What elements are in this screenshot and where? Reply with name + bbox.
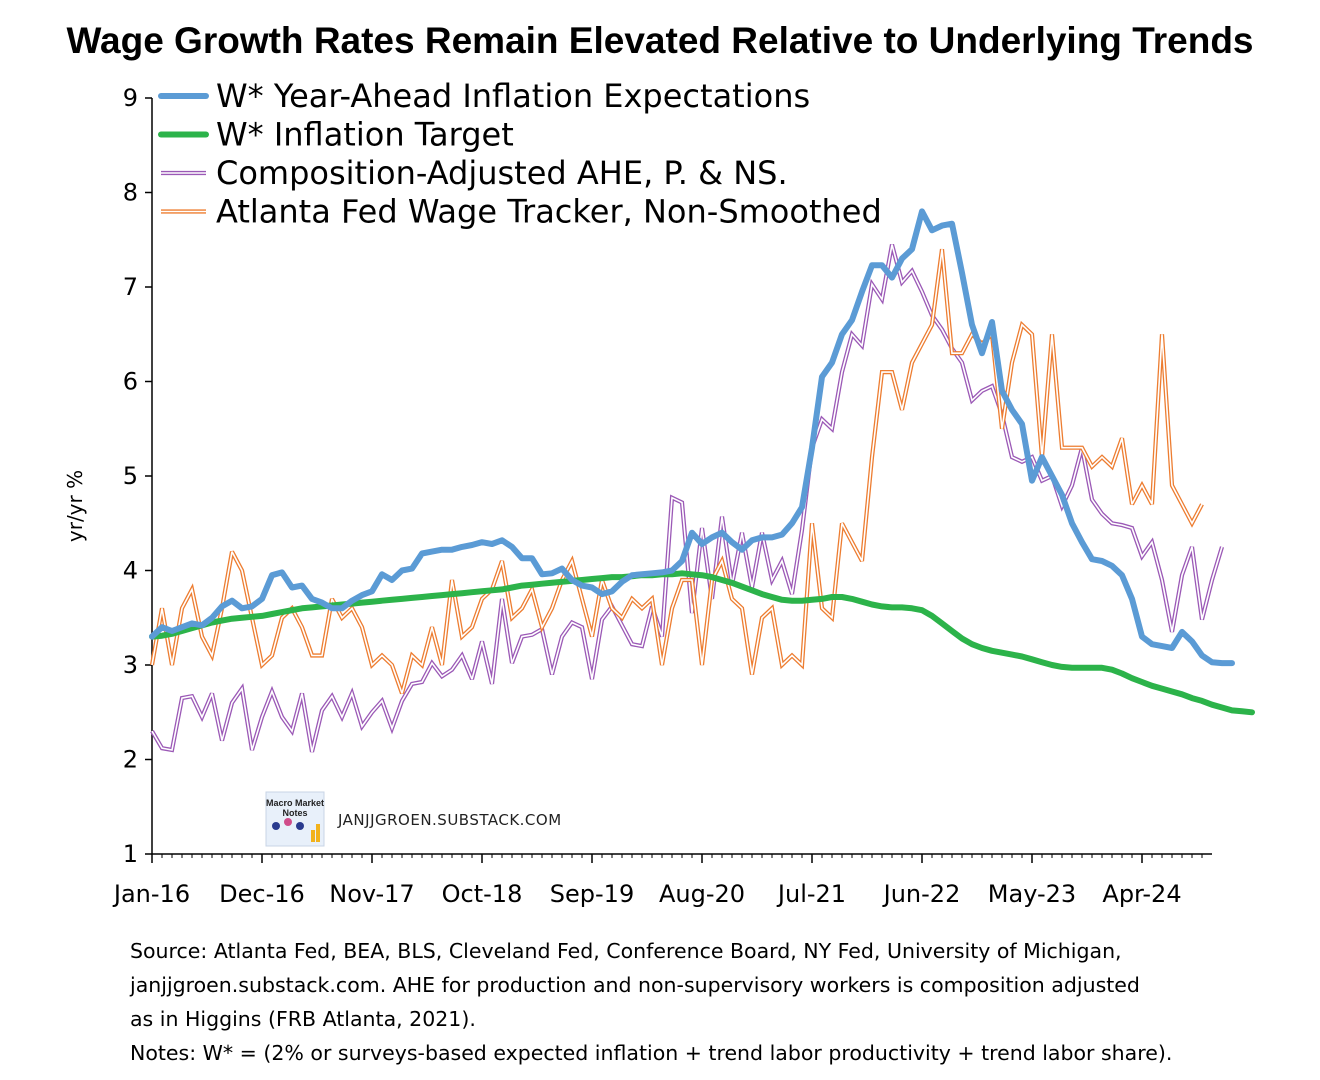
watermark-site: JANJJGROEN.SUBSTACK.COM (337, 811, 562, 829)
logo-bar-2 (316, 824, 320, 842)
x-tick-label: Nov-17 (329, 880, 414, 908)
x-tick-label: Oct-18 (442, 880, 523, 908)
chart-title: Wage Growth Rates Remain Elevated Relati… (66, 20, 1254, 61)
x-tick-label: Jun-22 (882, 880, 961, 908)
legend-label: Atlanta Fed Wage Tracker, Non-Smoothed (216, 193, 882, 231)
series-3 (150, 243, 1225, 753)
x-tick-label: Aug-20 (659, 880, 745, 908)
x-tick-label: Jan-16 (112, 880, 190, 908)
logo-text-top: Macro Market (266, 798, 324, 808)
y-tick-label: 9 (123, 84, 138, 112)
y-tick-label: 6 (123, 368, 138, 396)
series-4 (149, 248, 1204, 695)
legend-item-2: W* Inflation Target (158, 116, 514, 154)
legend-item-1: W* Year-Ahead Inflation Expectations (158, 77, 810, 115)
plot-area (149, 208, 1255, 753)
x-tick-label: Sep-19 (550, 880, 634, 908)
line-chart: 1 2 3 4 5 6 7 8 9 Jan-16 Dec-16 Nov-17 Oct-18 Sep-19 A… (63, 77, 1255, 908)
logo-bar-1 (311, 830, 315, 842)
y-tick-label: 8 (123, 179, 138, 207)
footnote-source-line-3: as in Higgins (FRB Atlanta, 2021). (130, 1007, 476, 1031)
x-tick-label: Jul-21 (776, 880, 846, 908)
y-tick-label: 7 (123, 273, 138, 301)
legend-item-4: Atlanta Fed Wage Tracker, Non-Smoothed (161, 193, 882, 231)
x-tick-label: Dec-16 (219, 880, 305, 908)
series-line-inner (151, 244, 1223, 753)
y-tick-label: 2 (123, 746, 138, 774)
x-tick-label: Apr-24 (1102, 880, 1181, 908)
series-line (149, 208, 1235, 667)
watermark: Macro Market Notes JANJJGROEN.SUBSTACK.C… (265, 791, 562, 847)
footnote-notes: Notes: W* = (2% or surveys-based expecte… (130, 1041, 1173, 1065)
logo-text-bottom: Notes (282, 808, 307, 818)
series-1 (149, 208, 1235, 667)
y-tick-label: 3 (123, 651, 138, 679)
axes: 1 2 3 4 5 6 7 8 9 Jan-16 Dec-16 Nov-17 Oct-18 Sep-19 A… (63, 84, 1212, 908)
series-line-outer (149, 248, 1204, 695)
y-tick-label: 5 (123, 462, 138, 490)
logo-figure-2 (284, 818, 292, 826)
logo-figure-3 (296, 822, 304, 830)
x-tick-label: May-23 (988, 880, 1076, 908)
legend-label: W* Inflation Target (216, 116, 514, 154)
y-tick-label: 1 (123, 840, 138, 868)
footnote-source-line-2: janjjgroen.substack.com. AHE for product… (130, 973, 1140, 997)
legend-item-3: Composition-Adjusted AHE, P. & NS. (161, 154, 788, 192)
footnote-source-line-1: Source: Atlanta Fed, BEA, BLS, Cleveland… (130, 939, 1122, 963)
chart-footnote: Source: Atlanta Fed, BEA, BLS, Cleveland… (130, 934, 1300, 1070)
y-tick-label: 4 (123, 557, 138, 585)
legend-label: Composition-Adjusted AHE, P. & NS. (216, 154, 788, 192)
series-line-inner (151, 249, 1203, 694)
legend-label: W* Year-Ahead Inflation Expectations (216, 77, 810, 115)
logo-figure-1 (272, 822, 280, 830)
series-line (149, 570, 1255, 716)
y-axis-label: yr/yr % (63, 470, 87, 542)
series-2 (149, 570, 1255, 716)
